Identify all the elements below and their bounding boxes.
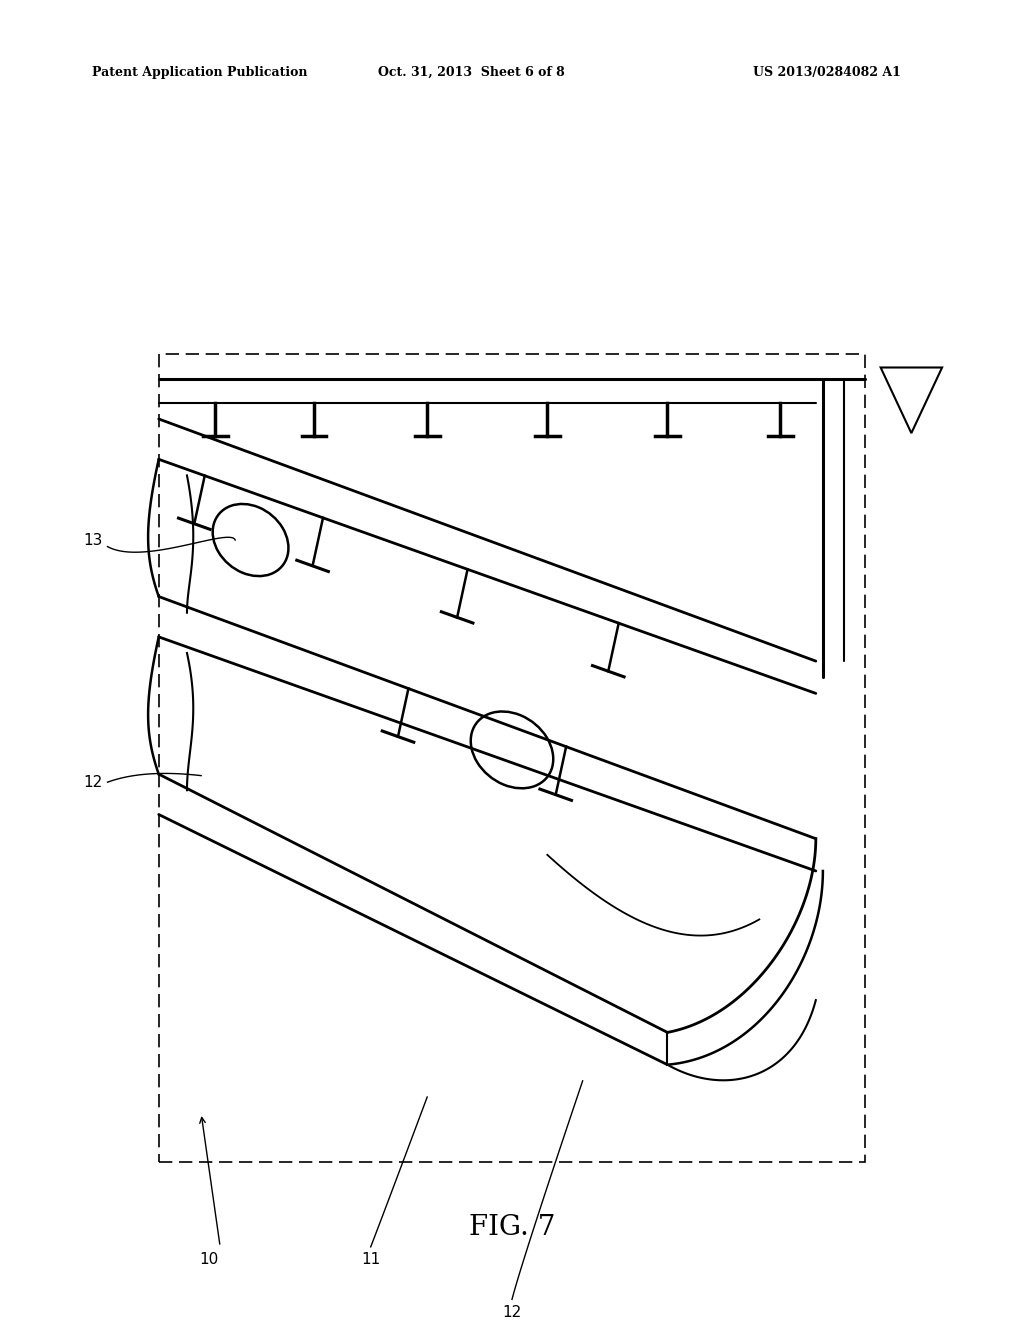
- Text: 11: 11: [361, 1253, 380, 1267]
- Text: 10: 10: [200, 1253, 219, 1267]
- Bar: [159, 354, 865, 1162]
- Text: 12: 12: [503, 1305, 521, 1320]
- Text: Oct. 31, 2013  Sheet 6 of 8: Oct. 31, 2013 Sheet 6 of 8: [378, 66, 564, 79]
- Text: Patent Application Publication: Patent Application Publication: [92, 66, 307, 79]
- Text: US 2013/0284082 A1: US 2013/0284082 A1: [754, 66, 901, 79]
- Text: 12: 12: [83, 775, 102, 789]
- Text: FIG. 7: FIG. 7: [469, 1213, 555, 1241]
- Text: 13: 13: [83, 532, 102, 548]
